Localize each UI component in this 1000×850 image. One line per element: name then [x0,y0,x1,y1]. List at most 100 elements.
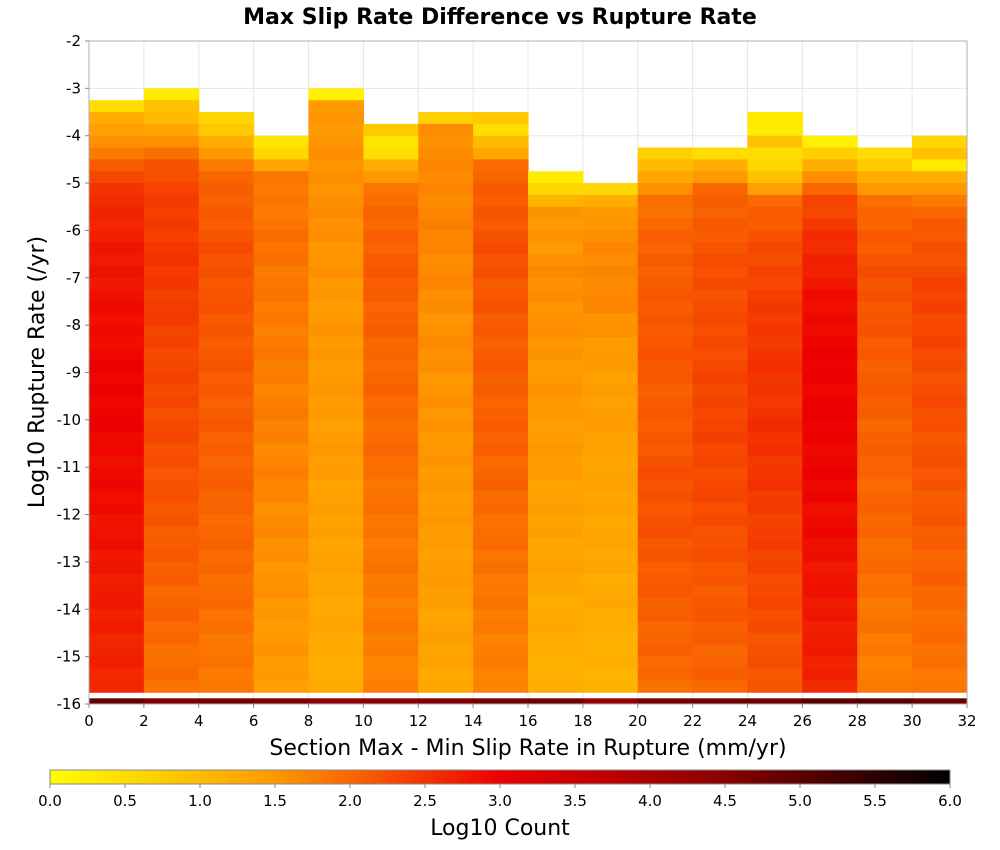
heatmap-cell [637,242,694,255]
y-axis-label: Log10 Rupture Rate (/yr) [25,236,50,508]
heatmap-cell [473,609,529,622]
heatmap-cell [692,609,749,622]
heatmap-cell [198,289,255,303]
heatmap-cell [912,289,968,303]
heatmap-cell [143,171,200,184]
heatmap-cell [473,135,529,149]
heatmap-cell [308,490,364,504]
heatmap-cell [747,325,803,338]
heatmap-cell [692,336,749,350]
heatmap-cell [912,467,968,480]
heatmap-cell [89,443,145,456]
heatmap-cell [692,206,749,220]
heatmap-cell [747,680,803,693]
heatmap-cell [418,680,474,693]
heatmap-cell [637,171,694,184]
heatmap-cell [253,455,310,468]
heatmap-cell [89,348,145,362]
heatmap-cell [308,502,364,516]
heatmap-cell [418,668,474,681]
heatmap-cell [473,336,529,350]
heatmap-cell [637,609,694,622]
heatmap-cell [857,431,913,445]
heatmap-cell [253,313,310,326]
heatmap-cell [198,526,255,539]
heatmap-cell [198,668,255,681]
heatmap-cell [912,171,968,184]
heatmap-cell [692,573,749,587]
heatmap-cell [528,419,584,433]
heatmap-cell [198,585,255,599]
heatmap-cell [363,502,419,516]
heatmap-cell [857,455,913,468]
heatmap-cell [857,289,913,303]
heatmap-cell [857,585,913,599]
heatmap-cell [198,147,255,160]
heatmap-cell [89,147,145,160]
heatmap-cell [308,467,364,480]
heatmap-cell [528,632,584,646]
heatmap-cell [308,100,364,113]
heatmap-cell [418,112,474,125]
heatmap-cell [857,419,913,433]
heatmap-cell [308,443,364,456]
heatmap-cell [692,396,749,409]
heatmap-cell [582,526,639,539]
colorbar-tick-label: 1.5 [263,792,287,810]
heatmap-cell [473,277,529,291]
heatmap-cell [912,360,968,374]
heatmap-cell [912,277,968,291]
heatmap-cell [89,254,145,267]
heatmap-cell [747,242,803,255]
heatmap-cell [802,490,858,504]
heatmap-cell [89,597,145,610]
heatmap-cell [418,443,474,456]
colorbar-tick-label: 2.5 [413,792,437,810]
x-tick-label: 32 [957,712,976,730]
heatmap-cell [692,194,749,208]
heatmap-cell [692,384,749,397]
heatmap-cell [418,561,474,575]
heatmap-cell [692,408,749,421]
heatmap-cell [582,242,639,255]
y-tick-label: -2 [66,32,81,50]
heatmap-cell [582,585,639,599]
heatmap-cell [747,632,803,646]
heatmap-cell [89,561,145,575]
heatmap-cell [418,242,474,255]
heatmap-cell [473,526,529,539]
heatmap-cell [802,479,858,492]
heatmap-cell [143,573,200,587]
heatmap-cell [802,265,858,279]
heatmap-cell [637,230,694,243]
heatmap-cell [747,573,803,587]
heatmap-cell [363,443,419,456]
heatmap-cell [308,573,364,587]
heatmap-cell [363,230,419,243]
heatmap-cell [198,538,255,551]
heatmap-cell [582,348,639,362]
heatmap-cell [912,490,968,504]
heatmap-cell [473,218,529,232]
heatmap-cell [198,171,255,184]
heatmap-cell [198,561,255,575]
heatmap-cell [308,656,364,670]
heatmap-cell [857,597,913,610]
heatmap-cell [528,538,584,551]
heatmap-cell [143,668,200,681]
x-tick-label: 22 [683,712,702,730]
heatmap-cell [89,680,145,693]
heatmap-cell [473,159,529,172]
heatmap-cell [912,147,968,160]
heatmap-cell [912,230,968,243]
heatmap-cell [473,242,529,255]
heatmap-cell [473,561,529,575]
heatmap-cell [637,550,694,563]
x-tick-label: 6 [249,712,259,730]
heatmap-cell [747,561,803,575]
heatmap-cell [253,431,310,445]
heatmap-cell [582,573,639,587]
heatmap-cell [692,550,749,563]
heatmap-cell [802,597,858,610]
heatmap-cell [418,265,474,279]
